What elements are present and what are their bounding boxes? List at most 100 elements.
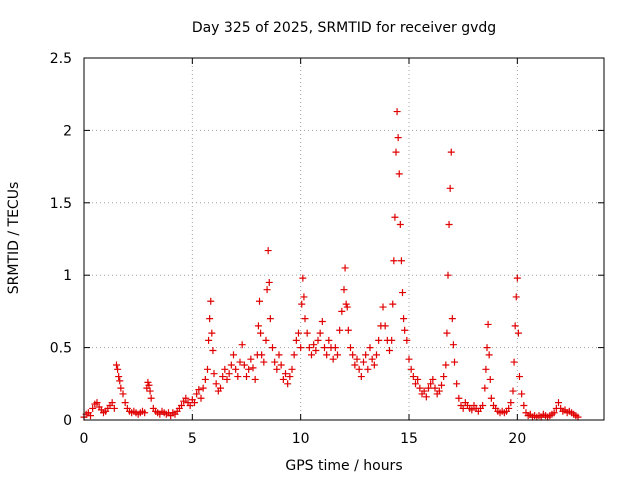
y-tick-label: 2 — [63, 123, 72, 139]
data-point — [204, 365, 211, 373]
data-point — [212, 380, 220, 388]
data-point — [518, 390, 526, 398]
data-point — [207, 297, 215, 305]
data-point — [340, 286, 348, 294]
data-point — [209, 346, 217, 354]
data-point — [347, 344, 354, 352]
data-point — [208, 329, 216, 337]
data-point — [483, 344, 491, 352]
data-point — [234, 373, 242, 381]
x-tick-label: 10 — [292, 431, 310, 447]
data-point — [197, 394, 205, 402]
data-point — [397, 257, 405, 265]
data-point — [442, 361, 450, 369]
data-point — [258, 351, 266, 359]
data-point — [440, 373, 448, 381]
data-point — [254, 322, 262, 330]
data-point — [300, 293, 308, 301]
y-axis-label: SRMTID / TECUs — [6, 182, 22, 295]
data-point — [232, 365, 240, 373]
data-point — [225, 370, 233, 378]
data-point — [445, 221, 453, 229]
data-point — [468, 406, 476, 414]
data-point — [379, 303, 387, 311]
data-point — [364, 365, 372, 373]
data-point — [487, 394, 495, 402]
data-point — [116, 377, 124, 385]
data-point — [449, 341, 457, 349]
data-point — [512, 293, 520, 301]
data-point — [394, 134, 402, 142]
data-point — [373, 351, 380, 359]
x-axis-label: GPS time / hours — [285, 458, 402, 474]
data-point — [247, 355, 255, 363]
data-point — [113, 361, 120, 369]
data-point — [391, 213, 399, 221]
y-tick-label: 1 — [63, 268, 72, 284]
data-point — [388, 336, 396, 344]
data-point — [375, 336, 383, 344]
data-point — [260, 358, 268, 366]
data-point — [366, 344, 374, 352]
data-point — [446, 184, 454, 192]
data-point — [295, 329, 302, 337]
data-point — [110, 404, 118, 412]
data-point — [308, 351, 315, 359]
plot-frame — [83, 57, 605, 421]
data-point — [331, 344, 339, 352]
data-point — [201, 375, 209, 383]
data-point — [351, 361, 359, 369]
data-point — [459, 404, 467, 412]
data-point — [199, 384, 207, 392]
data-point — [403, 336, 411, 344]
data-point — [321, 344, 328, 352]
data-point — [516, 373, 523, 381]
data-point — [288, 365, 296, 373]
data-point — [238, 341, 246, 349]
data-point — [223, 375, 231, 383]
data-point — [279, 375, 287, 383]
data-point — [263, 286, 271, 294]
data-point — [416, 384, 424, 392]
data-point — [249, 364, 257, 372]
data-point — [505, 404, 513, 412]
data-point — [119, 390, 127, 398]
data-point — [357, 373, 365, 381]
data-point — [407, 365, 415, 373]
data-point — [251, 375, 259, 383]
data-point — [510, 358, 518, 366]
data-point — [353, 355, 361, 363]
data-point — [343, 303, 351, 311]
data-point — [210, 370, 218, 378]
data-point — [338, 307, 346, 315]
data-point — [427, 380, 435, 388]
data-point — [393, 108, 401, 116]
data-point — [236, 358, 244, 366]
data-point — [147, 394, 155, 402]
data-point — [206, 315, 214, 323]
data-point — [303, 329, 311, 337]
data-point — [299, 274, 307, 282]
data-point — [513, 274, 521, 282]
data-point — [316, 329, 324, 337]
data-point — [509, 387, 517, 395]
data-point — [443, 329, 451, 337]
data-point — [318, 318, 326, 326]
data-point — [370, 361, 378, 369]
data-point — [186, 402, 194, 410]
data-point — [392, 148, 400, 156]
data-point — [115, 373, 123, 381]
data-point — [425, 384, 432, 392]
data-point — [420, 387, 428, 395]
data-point — [479, 402, 487, 410]
data-point — [455, 394, 463, 402]
data-point — [360, 358, 367, 366]
data-point — [482, 365, 490, 373]
data-point — [262, 336, 270, 344]
data-point — [243, 373, 250, 381]
data-point — [334, 351, 341, 359]
data-point — [574, 413, 582, 421]
data-point — [550, 409, 558, 417]
data-point — [245, 365, 253, 373]
